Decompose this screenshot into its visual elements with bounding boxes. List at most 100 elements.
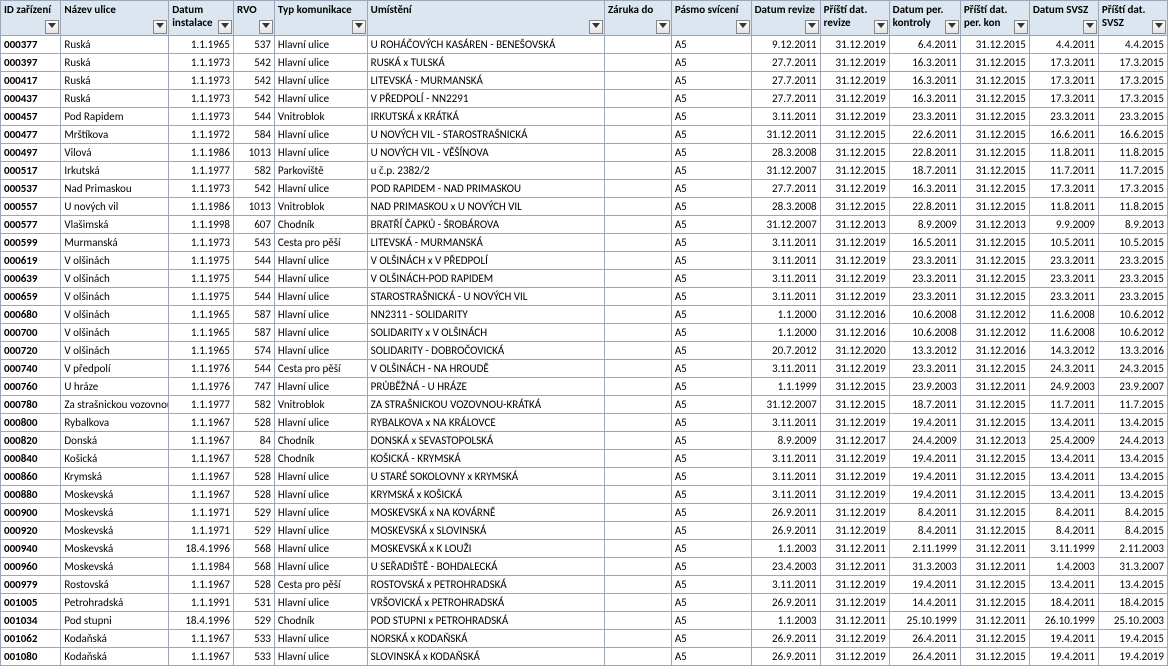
- cell[interactable]: 31.12.2011: [960, 558, 1029, 576]
- cell[interactable]: 23.3.2015: [1098, 252, 1167, 270]
- cell[interactable]: NAD PRIMASKOU x U NOVÝCH VIL: [367, 198, 604, 216]
- cell[interactable]: 13.3.2012: [889, 342, 960, 360]
- cell[interactable]: A5: [671, 270, 751, 288]
- cell[interactable]: 000940: [1, 540, 61, 558]
- table-row[interactable]: 000377Ruská1.1.1965537Hlavní uliceU ROHÁ…: [1, 36, 1168, 54]
- cell[interactable]: 000577: [1, 216, 61, 234]
- table-row[interactable]: 001034Pod stupni18.4.1996529ChodníkPOD S…: [1, 612, 1168, 630]
- cell[interactable]: 23.3.2015: [1098, 108, 1167, 126]
- cell[interactable]: 23.3.2011: [889, 360, 960, 378]
- cell[interactable]: 31.12.2015: [820, 396, 889, 414]
- cell[interactable]: Hlavní ulice: [274, 468, 367, 486]
- cell[interactable]: 1.1.1986: [169, 144, 234, 162]
- table-row[interactable]: 000920Moskevská1.1.1971529Hlavní uliceMO…: [1, 522, 1168, 540]
- cell[interactable]: 1.1.1967: [169, 630, 234, 648]
- cell[interactable]: Cesta pro pěší: [274, 576, 367, 594]
- cell[interactable]: Moskevská: [61, 540, 169, 558]
- cell[interactable]: 18.4.1996: [169, 612, 234, 630]
- cell[interactable]: 1.1.1967: [169, 450, 234, 468]
- cell[interactable]: 11.6.2008: [1029, 324, 1098, 342]
- table-row[interactable]: 000457Pod Rapidem1.1.1973544VnitroblokIR…: [1, 108, 1168, 126]
- cell[interactable]: NN2311 - SOLIDARITY: [367, 306, 604, 324]
- cell[interactable]: 31.12.2013: [960, 216, 1029, 234]
- cell[interactable]: 23.3.2015: [1098, 270, 1167, 288]
- cell[interactable]: 1.1.2000: [751, 306, 820, 324]
- table-row[interactable]: 000599Murmanská1.1.1973543Cesta pro pěší…: [1, 234, 1168, 252]
- column-header[interactable]: Název ulice: [61, 1, 169, 36]
- cell[interactable]: 24.3.2011: [1029, 360, 1098, 378]
- cell[interactable]: 1.1.1991: [169, 594, 234, 612]
- cell[interactable]: V PŘEDPOLÍ - NN2291: [367, 90, 604, 108]
- cell[interactable]: 31.12.2019: [820, 522, 889, 540]
- cell[interactable]: 528: [233, 468, 274, 486]
- cell[interactable]: 544: [233, 108, 274, 126]
- cell[interactable]: SLOVINSKÁ x KODAŇSKÁ: [367, 648, 604, 666]
- cell[interactable]: BRATŘÍ ČAPKŮ - ŠROBÁROVA: [367, 216, 604, 234]
- cell[interactable]: A5: [671, 594, 751, 612]
- cell[interactable]: 23.3.2011: [889, 270, 960, 288]
- cell[interactable]: Hlavní ulice: [274, 540, 367, 558]
- cell[interactable]: 584: [233, 126, 274, 144]
- cell[interactable]: 000680: [1, 306, 61, 324]
- cell[interactable]: 3.11.1999: [1029, 540, 1098, 558]
- cell[interactable]: [604, 306, 671, 324]
- cell[interactable]: V OLŠINÁCH - NA HROUDĚ: [367, 360, 604, 378]
- cell[interactable]: 17.3.2015: [1098, 72, 1167, 90]
- cell[interactable]: 1.1.1973: [169, 234, 234, 252]
- cell[interactable]: 31.12.2020: [820, 342, 889, 360]
- cell[interactable]: [604, 378, 671, 396]
- cell[interactable]: 001080: [1, 648, 61, 666]
- filter-dropdown-icon[interactable]: [589, 20, 603, 34]
- cell[interactable]: 000537: [1, 180, 61, 198]
- cell[interactable]: 19.4.2011: [889, 414, 960, 432]
- cell[interactable]: 544: [233, 360, 274, 378]
- cell[interactable]: [604, 180, 671, 198]
- cell[interactable]: 11.8.2011: [1029, 144, 1098, 162]
- cell[interactable]: 26.9.2011: [751, 630, 820, 648]
- cell[interactable]: POD RAPIDEM - NAD PRIMASKOU: [367, 180, 604, 198]
- cell[interactable]: 10.6.2008: [889, 324, 960, 342]
- cell[interactable]: 26.9.2011: [751, 648, 820, 666]
- cell[interactable]: Hlavní ulice: [274, 522, 367, 540]
- cell[interactable]: [604, 630, 671, 648]
- cell[interactable]: 17.3.2015: [1098, 54, 1167, 72]
- cell[interactable]: 4.4.2015: [1098, 36, 1167, 54]
- cell[interactable]: 28.3.2008: [751, 144, 820, 162]
- cell[interactable]: 1.1.2003: [751, 612, 820, 630]
- cell[interactable]: 27.7.2011: [751, 54, 820, 72]
- cell[interactable]: V olšinách: [61, 342, 169, 360]
- cell[interactable]: U STARÉ SOKOLOVNY x KRYMSKÁ: [367, 468, 604, 486]
- cell[interactable]: 544: [233, 252, 274, 270]
- cell[interactable]: A5: [671, 558, 751, 576]
- cell[interactable]: A5: [671, 504, 751, 522]
- cell[interactable]: Chodník: [274, 450, 367, 468]
- cell[interactable]: 27.7.2011: [751, 90, 820, 108]
- cell[interactable]: Hlavní ulice: [274, 414, 367, 432]
- column-header[interactable]: Pásmo svícení: [671, 1, 751, 36]
- cell[interactable]: 13.4.2011: [1029, 414, 1098, 432]
- cell[interactable]: 3.11.2011: [751, 468, 820, 486]
- cell[interactable]: 31.12.2019: [820, 630, 889, 648]
- filter-dropdown-icon[interactable]: [352, 20, 366, 34]
- filter-dropdown-icon[interactable]: [45, 20, 59, 34]
- cell[interactable]: 31.12.2015: [820, 126, 889, 144]
- cell[interactable]: 1.1.1975: [169, 252, 234, 270]
- table-row[interactable]: 000820Donská1.1.196784ChodníkDONSKÁ x SE…: [1, 432, 1168, 450]
- cell[interactable]: Hlavní ulice: [274, 324, 367, 342]
- cell[interactable]: 31.12.2015: [820, 198, 889, 216]
- cell[interactable]: [604, 360, 671, 378]
- cell[interactable]: 1.1.1965: [169, 342, 234, 360]
- cell[interactable]: A5: [671, 648, 751, 666]
- cell[interactable]: NORSKÁ x KODAŇSKÁ: [367, 630, 604, 648]
- cell[interactable]: 31.12.2015: [820, 162, 889, 180]
- cell[interactable]: A5: [671, 486, 751, 504]
- cell[interactable]: 14.3.2012: [1029, 342, 1098, 360]
- cell[interactable]: 17.3.2015: [1098, 90, 1167, 108]
- filter-dropdown-icon[interactable]: [1152, 20, 1166, 34]
- filter-dropdown-icon[interactable]: [259, 20, 273, 34]
- cell[interactable]: 1.1.1967: [169, 414, 234, 432]
- cell[interactable]: 4.4.2011: [1029, 36, 1098, 54]
- cell[interactable]: Hlavní ulice: [274, 594, 367, 612]
- cell[interactable]: Hlavní ulice: [274, 504, 367, 522]
- cell[interactable]: 6.4.2011: [889, 36, 960, 54]
